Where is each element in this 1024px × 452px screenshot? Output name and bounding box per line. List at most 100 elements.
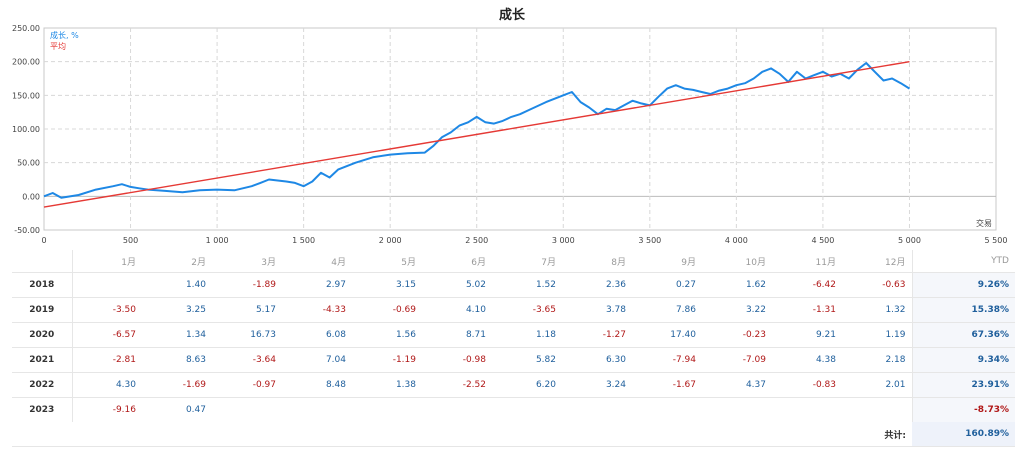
month-value-cell: 1.32: [842, 297, 913, 323]
month-value-cell: 8.71: [422, 322, 492, 348]
month-value-cell: -1.67: [632, 372, 702, 398]
month-value-cell: 8.63: [142, 347, 212, 373]
y-tick-label: 0.00: [22, 192, 40, 201]
table-row: 2023 -9.16 0.47 -8.73%: [12, 397, 1015, 422]
chart-title: 成长: [499, 7, 526, 23]
month-value-cell: 7.86: [632, 297, 702, 323]
month-value-cell: 8.48: [282, 372, 352, 398]
month-value-cell: 1.62: [702, 272, 772, 298]
x-tick-label: 5 500: [985, 236, 1008, 245]
y-tick-label: 250.00: [12, 24, 40, 33]
month-value-cell: [352, 397, 422, 422]
month-header: 9月: [681, 257, 696, 268]
growth-series-line: [43, 62, 911, 199]
month-value-cell: 1.34: [142, 322, 212, 348]
x-tick-label: 2 500: [465, 236, 488, 245]
table-header-row: 1月 2月 3月 4月 5月 6月 7月 8月 9月 10月 11月 12月 YTD: [12, 250, 1015, 273]
month-header: 7月: [541, 257, 556, 268]
month-value-cell: 9.21: [772, 322, 842, 348]
month-header: 10月: [745, 257, 766, 268]
month-header: 5月: [401, 257, 416, 268]
month-value-cell: [632, 397, 702, 422]
month-value-cell: 6.30: [562, 347, 632, 373]
month-value-cell: -7.94: [632, 347, 702, 373]
ytd-cell: -8.73%: [912, 397, 1015, 422]
month-value-cell: -0.23: [702, 322, 772, 348]
ytd-cell: 15.38%: [912, 297, 1015, 323]
month-header: 3月: [261, 257, 276, 268]
x-tick-label: 1 500: [292, 236, 315, 245]
month-value-cell: -0.83: [772, 372, 842, 398]
month-value-cell: [562, 397, 632, 422]
month-value-cell: -1.19: [352, 347, 422, 373]
ytd-header: YTD: [991, 256, 1009, 266]
month-value-cell: -1.31: [772, 297, 842, 323]
year-cell: 2021: [12, 347, 73, 373]
total-row: 共计: 160.89%: [12, 422, 1015, 447]
month-value-cell: -0.69: [352, 297, 422, 323]
table-row: 2019 -3.50 3.25 5.17 -4.33 -0.69 4.10 -3.65 3.78…: [12, 297, 1015, 323]
year-header: [12, 250, 73, 273]
month-value-cell: [702, 397, 772, 422]
month-value-cell: -3.64: [212, 347, 282, 373]
table-row: 2020 -6.57 1.34 16.73 6.08 1.56 8.71 1.18 -1.27 1…: [12, 322, 1015, 348]
month-value-cell: -0.98: [422, 347, 492, 373]
growth-chart-svg: 成长 250.00 200.00 150.00 100.00 50.00 0.00 -50.0…: [12, 7, 1008, 245]
month-header: 2月: [191, 257, 206, 268]
legend-growth: 成长, %: [50, 30, 79, 40]
month-header: 12月: [842, 250, 913, 273]
month-value-cell: [282, 397, 352, 422]
month-value-cell: -4.33: [282, 297, 352, 323]
year-cell: 2023: [12, 397, 73, 422]
x-tick-label: 5 000: [898, 236, 921, 245]
month-header: 1月: [121, 257, 136, 268]
month-value-cell: [72, 272, 142, 298]
month-value-cell: 6.20: [492, 372, 562, 398]
x-tick-label: 4 500: [811, 236, 834, 245]
month-value-cell: [772, 397, 842, 422]
month-value-cell: 0.47: [142, 397, 212, 422]
month-value-cell: -2.81: [72, 347, 142, 373]
month-value-cell: 0.27: [632, 272, 702, 298]
month-value-cell: 1.19: [842, 322, 913, 348]
month-value-cell: 3.24: [562, 372, 632, 398]
x-tick-label: 0: [41, 236, 46, 245]
month-value-cell: 17.40: [632, 322, 702, 348]
legend-average: 平均: [50, 41, 66, 51]
month-value-cell: 4.37: [702, 372, 772, 398]
year-cell: 2022: [12, 372, 73, 398]
month-value-cell: 1.38: [352, 372, 422, 398]
ytd-cell: 9.34%: [912, 347, 1015, 373]
month-value-cell: -3.65: [492, 297, 562, 323]
growth-chart: 成长 250.00 200.00 150.00 100.00 50.00 0.00 -50.0…: [12, 7, 1008, 245]
month-header: 6月: [471, 257, 486, 268]
month-value-cell: [212, 397, 282, 422]
month-value-cell: [422, 397, 492, 422]
month-value-cell: [492, 397, 562, 422]
y-tick-label: -50.00: [14, 226, 40, 235]
month-value-cell: 1.40: [142, 272, 212, 298]
month-value-cell: 3.22: [702, 297, 772, 323]
x-tick-label: 2 000: [379, 236, 402, 245]
table-row: 2018 1.40 -1.89 2.97 3.15 5.02 1.52 2.36 0.27 1.6…: [12, 272, 1015, 298]
month-value-cell: 4.38: [772, 347, 842, 373]
month-value-cell: 2.01: [842, 372, 913, 398]
table-row: 2021 -2.81 8.63 -3.64 7.04 -1.19 -0.98 5.82 6.30…: [12, 347, 1015, 373]
table-row: 2022 4.30 -1.69 -0.97 8.48 1.38 -2.52 6.20 3.24-…: [12, 372, 1015, 398]
month-value-cell: 5.17: [212, 297, 282, 323]
average-trend-line: [43, 61, 910, 208]
x-tick-label: 3 000: [552, 236, 575, 245]
month-header: 4月: [331, 257, 346, 268]
x-tick-label: 500: [123, 236, 138, 245]
ytd-cell: 67.36%: [912, 322, 1015, 348]
total-label: 共计:: [842, 422, 912, 447]
month-value-cell: -7.09: [702, 347, 772, 373]
month-value-cell: -3.50: [72, 297, 142, 323]
x-tick-label: 3 500: [638, 236, 661, 245]
month-value-cell: -1.89: [212, 272, 282, 298]
month-value-cell: -9.16: [72, 397, 142, 422]
y-tick-label: 100.00: [12, 125, 40, 134]
month-header: 8月: [611, 257, 626, 268]
month-value-cell: 6.08: [282, 322, 352, 348]
year-cell: 2018: [12, 272, 73, 298]
